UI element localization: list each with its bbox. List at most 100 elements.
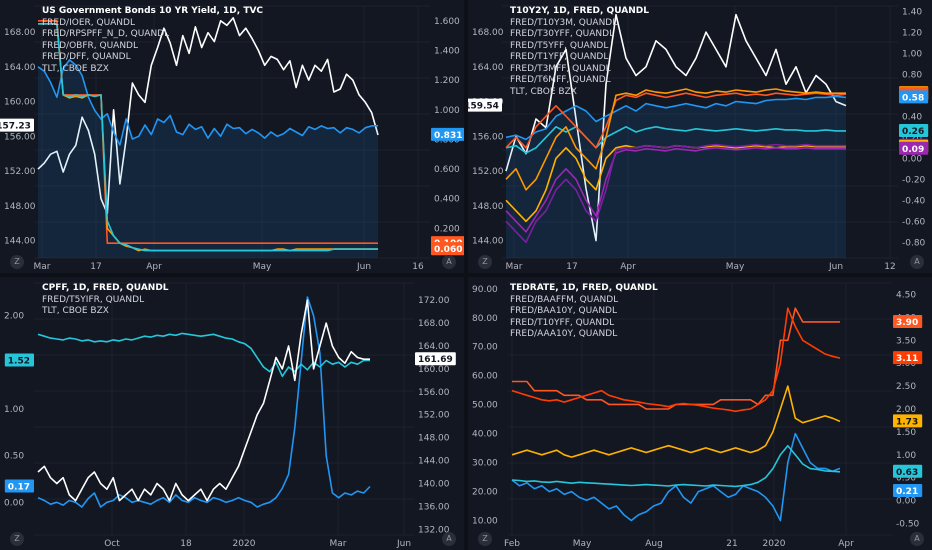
price-tags: 161.69 1.52 0.17 [4,352,456,493]
series-line-fred-t1yff[interactable] [505,147,846,233]
left-axis: 2.001.501.000.500.00 [4,312,24,509]
series-line-fred-dff[interactable] [38,23,378,252]
grid-lines [502,5,898,259]
series-line-fred-t5yff[interactable] [505,88,846,191]
series-line-fred-baa10y[interactable] [511,307,841,413]
price-tag-label: 3.11 [896,354,918,364]
chart-pane-t10y2y[interactable]: 168.00164.00160.00156.00152.00148.00144.… [468,0,932,273]
chart-pane-cpff[interactable]: 2.001.501.000.500.00172.00168.00164.0016… [0,277,464,550]
auto-scale-icon[interactable]: A [442,532,456,546]
left-axis-tick-label: 168.00 [4,28,36,38]
chart-pane-10yr-yield[interactable]: 168.00 164.00 160.00 156.00 152.00 148.00 144.… [0,0,464,273]
right-axis-tick-label: 132.00 [418,525,450,535]
right-axis-tick-label: 144.00 [418,457,450,467]
right-axis-tick-label: 1.00 [896,451,916,461]
left-axis-tick-label: 148.00 [4,202,36,212]
x-axis-tick-label: Apr [146,262,162,272]
price-tag-bg [4,353,35,367]
series-line-tedrate[interactable] [511,432,841,522]
price-tag-bg [899,90,929,104]
price-tag-label: 157.23 [0,122,31,132]
p2-svg: 168.00164.00160.00156.00152.00148.00144.… [468,5,929,272]
right-axis-tick-label: 3.00 [896,359,916,369]
right-axis-tick-label: 0.00 [896,497,916,507]
right-axis-tick-label: 0.80 [902,70,922,80]
x-axis-tick-label: May [726,262,745,272]
price-tag-label: 0.21 [896,487,918,497]
right-axis-tick-label: 164.00 [418,342,450,352]
zoom-icon[interactable]: Z [478,255,492,269]
series-line-fred-aaa10y[interactable] [511,444,841,488]
right-axis-tick-label: 156.00 [418,388,450,398]
left-axis: 168.00164.00160.00156.00152.00148.00144.… [472,28,504,247]
right-axis-tick-label: 0.40 [902,112,922,122]
right-axis-tick-label: -0.50 [896,520,920,530]
x-axis-tick-label: Jun [356,262,371,272]
auto-scale-icon[interactable]: A [910,532,924,546]
auto-scale-icon[interactable]: A [442,255,456,269]
x-axis-tick-label: 2020 [233,539,256,549]
x-axis-tick-label: Feb [504,539,520,549]
series-line-fred-t30yff[interactable] [505,92,847,149]
series-line-tlt[interactable] [37,299,370,502]
right-axis-tick-label: 2.50 [896,382,916,392]
series-line-tlt[interactable] [37,59,379,146]
series-area [38,59,378,259]
left-axis-tick-label: 90.00 [472,285,498,295]
price-tags: 0.620.610.580.260.120.110.09159.54 [468,86,929,155]
x-axis-tick-label: Apr [838,539,854,549]
price-tag-bg [893,464,923,478]
x-axis-tick-label: Aug [645,539,663,549]
price-tag-label: 161.69 [418,355,453,365]
zoom-icon[interactable]: Z [10,255,24,269]
price-tag-bg [4,479,35,493]
p3-svg: 2.001.501.000.500.00172.00168.00164.0016… [4,282,456,549]
right-axis-tick-label: 168.00 [418,319,450,329]
right-axis-tick-label: 160.00 [418,365,450,375]
series-line-fred-t10yff[interactable] [511,385,841,458]
right-axis-tick-label: -0.60 [902,217,926,227]
series-line-fred-baaffm[interactable] [512,307,840,410]
x-axis: Mar 17 Apr May Jun 16 [34,262,424,272]
x-axis-tick-label: Mar [34,262,51,272]
series-line-tlt[interactable] [505,13,847,242]
right-axis-tick-label: 140.00 [418,479,450,489]
left-axis-tick-label: 0.50 [4,452,24,462]
x-axis-tick-label: 16 [412,262,424,272]
right-axis: 172.00 168.00 164.00 160.00 156.00 152.00 148.… [418,296,450,535]
right-axis-tick-label: 0.20 [902,133,922,143]
price-tag-bg [893,414,923,428]
right-axis-tick-label: 136.00 [418,502,450,512]
left-axis-tick-label: 20.00 [472,488,498,498]
grid-lines [508,282,892,536]
zoom-icon[interactable]: Z [478,532,492,546]
left-axis-tick-label: 50.00 [472,401,498,411]
price-tag-label: 0.17 [8,482,30,492]
price-tag-bg [0,118,34,132]
right-axis-tick-label: 148.00 [418,434,450,444]
left-axis-tick-label: 80.00 [472,314,498,324]
left-axis-tick-label: 1.00 [4,405,24,415]
series-line-cpff[interactable] [37,296,371,508]
left-axis-tick-label: 144.00 [472,237,504,247]
series-line-us-government-bonds-10-yr-yield[interactable] [37,17,379,215]
x-axis-tick-label: Apr [620,262,636,272]
zoom-icon[interactable]: Z [10,532,24,546]
series-line-fred-ioer[interactable] [38,20,378,244]
right-axis-tick-label: 152.00 [418,411,450,421]
series-line-fred-t3mff[interactable] [505,143,846,244]
x-axis-tick-label: 17 [566,262,577,272]
price-tag-label: 0.09 [902,145,924,155]
price-tag-label: 1.52 [8,356,30,366]
auto-scale-icon[interactable]: A [910,255,924,269]
price-tag-bg [899,123,929,137]
left-axis-tick-label: 160.00 [4,98,36,108]
right-axis-tick-label: 1.200 [434,76,460,86]
x-axis: Mar 17 Apr May Jun 12 [506,262,896,272]
right-axis-tick-label: 0.400 [434,195,460,205]
left-axis-tick-label: 70.00 [472,343,498,353]
x-axis-tick-label: Oct [104,539,120,549]
price-tag-bg [893,314,923,328]
chart-pane-tedrate[interactable]: 90.00 80.00 70.00 60.00 50.00 40.00 30.00 20.00… [468,277,932,550]
